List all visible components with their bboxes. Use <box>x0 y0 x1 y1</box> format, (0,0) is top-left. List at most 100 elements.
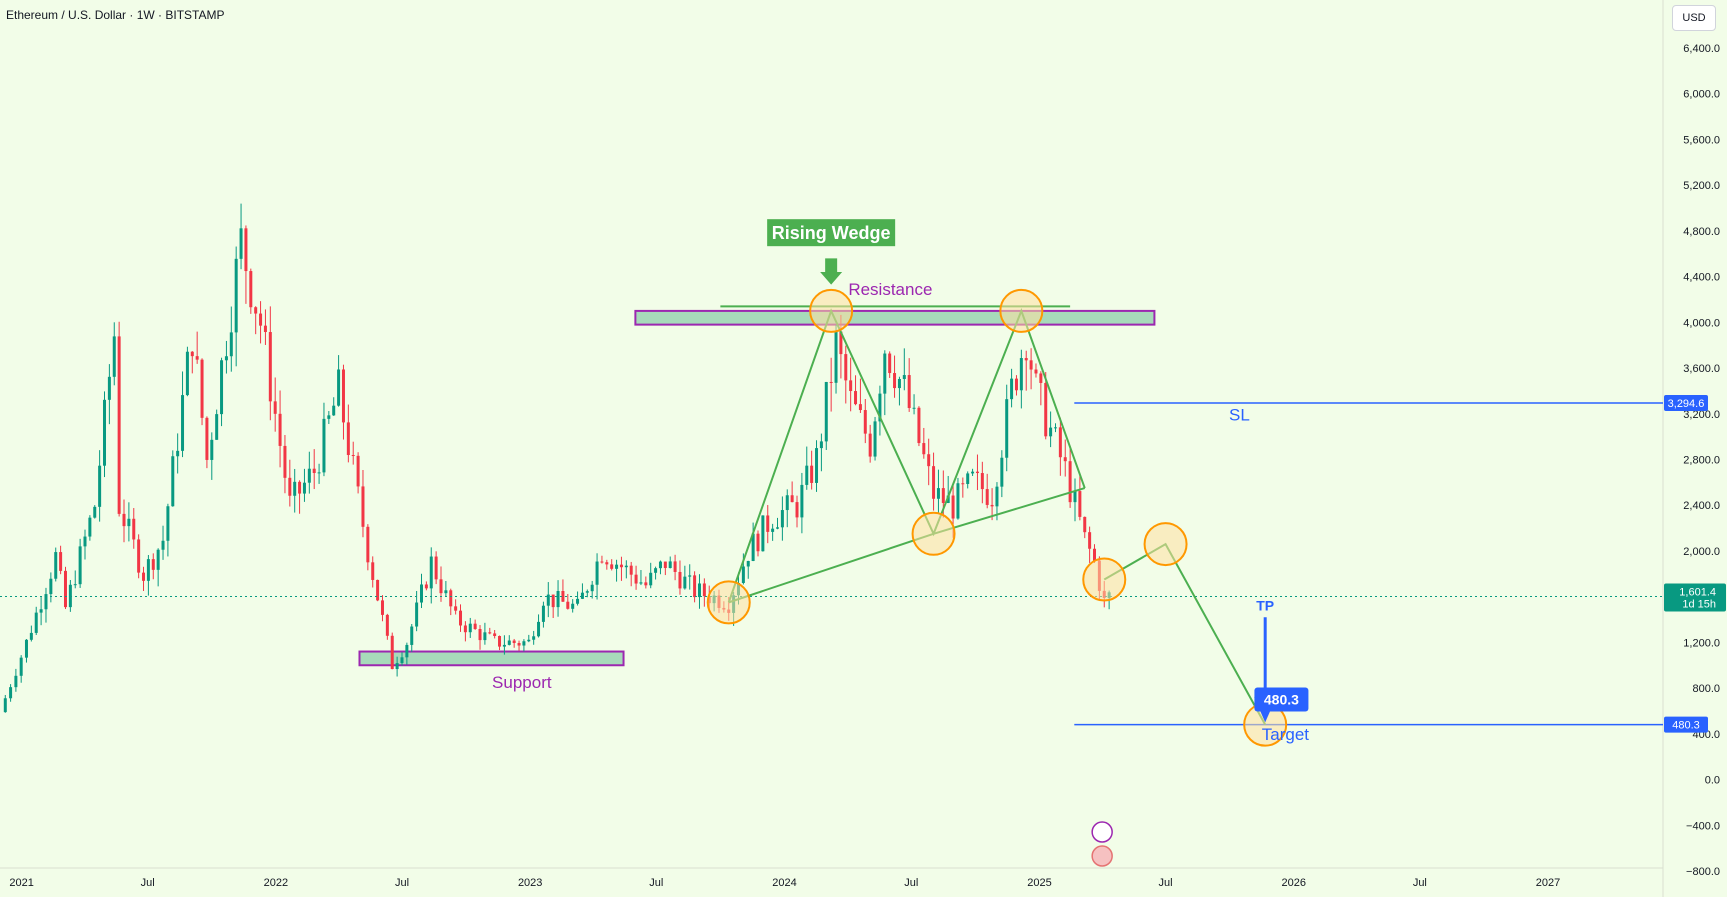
candle-body <box>224 356 228 361</box>
candle-body <box>337 369 341 406</box>
candle-body <box>473 623 477 629</box>
candle-body <box>566 601 570 609</box>
annotation-box <box>1254 687 1309 712</box>
candle-body <box>429 556 433 589</box>
candle-body <box>332 405 336 416</box>
candle-body <box>834 331 838 383</box>
candle-body <box>117 336 121 514</box>
candle-body <box>975 471 979 474</box>
x-tick-label: Jul <box>904 877 918 889</box>
candle-body <box>615 564 619 569</box>
candle-body <box>259 313 263 326</box>
candle-body <box>961 483 965 485</box>
pivot-marker <box>999 288 1044 333</box>
candle-body <box>849 380 853 392</box>
candle-body <box>176 450 180 457</box>
candle-body <box>498 635 502 647</box>
candle-body <box>49 578 53 595</box>
candle-body <box>449 590 453 607</box>
candle-body <box>951 495 955 519</box>
y-tick-label: 2,800.0 <box>1683 455 1720 467</box>
candle-body <box>229 332 233 357</box>
candle-body <box>24 639 28 658</box>
candle-body <box>137 539 141 573</box>
candle-body <box>1049 427 1053 437</box>
y-tick-label: 4,000.0 <box>1683 317 1720 329</box>
candle-body <box>205 417 209 460</box>
candle-body <box>268 332 272 402</box>
pivot-marker <box>911 511 956 556</box>
candle-body <box>766 515 770 532</box>
candle-body <box>649 572 653 586</box>
candle-body <box>59 552 63 571</box>
candle-body <box>366 526 370 563</box>
candle-body <box>966 473 970 484</box>
candle-body <box>751 533 755 561</box>
candle-body <box>590 584 594 592</box>
candle-body <box>63 570 67 608</box>
candle-body <box>902 375 906 379</box>
y-tick-label: 0.0 <box>1705 775 1720 787</box>
candle-body <box>346 422 350 456</box>
candle-body <box>390 635 394 670</box>
candle-body <box>419 584 423 603</box>
zone-resistance <box>634 309 1156 326</box>
y-tick-label: −400.0 <box>1686 820 1720 832</box>
x-tick-label: 2022 <box>264 877 288 889</box>
candle-body <box>819 441 823 449</box>
candle-body <box>385 614 389 636</box>
pivot-marker <box>706 580 751 625</box>
candle-body <box>936 488 940 499</box>
candle-body <box>146 559 150 581</box>
candle-body <box>68 584 72 608</box>
candle-body <box>1024 358 1028 361</box>
candle-body <box>941 488 945 503</box>
y-tick-label: −800.0 <box>1686 866 1720 878</box>
candle-body <box>1078 491 1082 517</box>
candle-body <box>215 414 219 440</box>
candle-body <box>990 504 994 507</box>
candle-body <box>463 625 467 633</box>
candle-body <box>571 603 575 609</box>
candle-body <box>171 456 175 507</box>
candle-body <box>29 632 33 640</box>
candle-body <box>556 590 560 608</box>
y-tick-label: 5,600.0 <box>1683 134 1720 146</box>
candle-body <box>561 590 565 602</box>
candle-body <box>800 484 804 518</box>
candle-body <box>673 561 677 572</box>
candle-body <box>127 518 131 527</box>
last-price-countdown: 1d 15h <box>1682 599 1716 611</box>
candle-body <box>1068 461 1072 503</box>
candle-body <box>181 395 185 451</box>
y-tick-label: 2,400.0 <box>1683 500 1720 512</box>
candle-body <box>112 336 116 377</box>
projection-line <box>1103 542 1267 726</box>
candle-body <box>907 375 911 409</box>
annotation-box <box>767 219 896 247</box>
candle-body <box>195 356 199 360</box>
candle-body <box>400 657 404 664</box>
candle-body <box>785 495 789 511</box>
candle-body <box>107 376 111 400</box>
candle-body <box>888 353 892 374</box>
candle-body <box>693 575 697 598</box>
candle-body <box>532 636 536 640</box>
candle-body <box>341 369 345 423</box>
candle-body <box>985 489 989 505</box>
candle-body <box>688 575 692 577</box>
currency-button[interactable]: USD <box>1672 5 1716 31</box>
candle-body <box>761 515 765 552</box>
candle-body <box>668 561 672 569</box>
pivot-marker <box>1082 557 1127 602</box>
candle-body <box>93 506 97 518</box>
candle-body <box>293 481 297 496</box>
symbol-title[interactable]: Ethereum / U.S. Dollar · 1W · BITSTAMP <box>6 8 225 22</box>
candle-body <box>624 565 628 568</box>
candle-body <box>790 495 794 503</box>
y-tick-label: 1,200.0 <box>1683 637 1720 649</box>
candle-body <box>424 584 428 589</box>
candle-body <box>34 612 38 633</box>
